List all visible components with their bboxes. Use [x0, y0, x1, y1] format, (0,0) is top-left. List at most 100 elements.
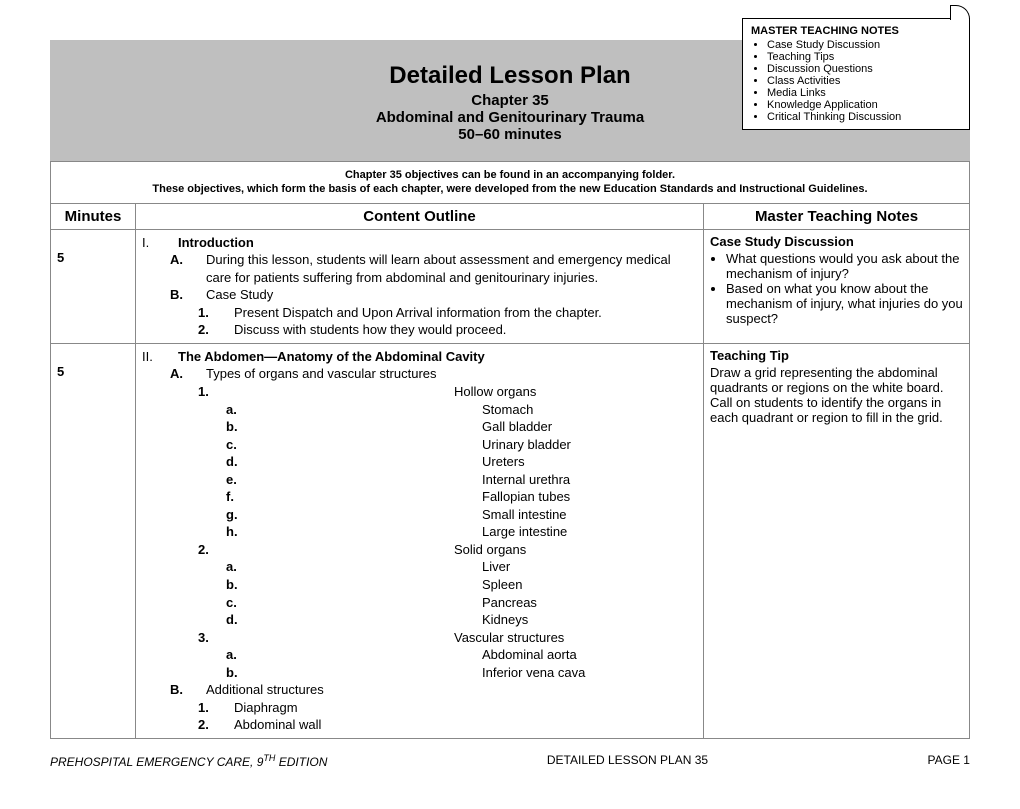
- outline-row: d.Kidneys: [142, 611, 697, 629]
- minutes-value: 5: [57, 364, 64, 379]
- outline-row: e. Internal urethra: [142, 471, 697, 489]
- outline-row: 1. Present Dispatch and Upon Arrival inf…: [142, 304, 697, 322]
- notes-item: What questions would you ask about the m…: [726, 251, 963, 281]
- table-header-row: Minutes Content Outline Master Teaching …: [51, 203, 970, 229]
- outline-text: Large intestine: [482, 523, 697, 541]
- footer-edition-sup: TH: [263, 753, 275, 763]
- outline-text: Liver: [482, 558, 697, 576]
- outline-text: Pancreas: [482, 594, 697, 612]
- outline-section-title: Introduction: [178, 234, 697, 252]
- outline-row: g.Small intestine: [142, 506, 697, 524]
- outline-label: b.: [226, 418, 262, 436]
- notes-title: Teaching Tip: [710, 348, 963, 363]
- notes-text: Draw a grid representing the abdominal q…: [710, 365, 963, 425]
- outline-label: b.: [226, 664, 262, 682]
- outline-text: Case Study: [206, 286, 697, 304]
- outline-row: 2. Discuss with students how they would …: [142, 321, 697, 339]
- outline-text: Additional structures: [206, 681, 697, 699]
- outline-text: Vascular structures: [454, 629, 697, 647]
- outline-text: Fallopian tubes: [482, 488, 697, 506]
- footer-edition-tail: EDITION: [275, 755, 327, 769]
- outline-row: 1. Hollow organs: [142, 383, 697, 401]
- footer-edition-num: 9: [253, 755, 263, 769]
- outline-section-title: The Abdomen—Anatomy of the Abdominal Cav…: [178, 348, 697, 366]
- footer-left: PREHOSPITAL EMERGENCY CARE, 9TH EDITION: [50, 753, 327, 769]
- outline-row: II. The Abdomen—Anatomy of the Abdominal…: [142, 348, 697, 366]
- outline-text: Inferior vena cava: [482, 664, 697, 682]
- master-teaching-notes-callout: MASTER TEACHING NOTES Case Study Discuss…: [742, 18, 970, 130]
- outline-row: 1.Diaphragm: [142, 699, 697, 717]
- table-row: 5 II. The Abdomen—Anatomy of the Abdomin…: [51, 343, 970, 738]
- outline-label: A.: [170, 365, 206, 383]
- notes-cell: Case Study Discussion What questions wou…: [704, 229, 970, 343]
- outline-label: 1.: [198, 304, 234, 322]
- outline-row: a. Stomach: [142, 401, 697, 419]
- minutes-value: 5: [57, 250, 64, 265]
- outline-text: Discuss with students how they would pro…: [234, 321, 697, 339]
- page-footer: PREHOSPITAL EMERGENCY CARE, 9TH EDITION …: [50, 753, 970, 769]
- content-cell: II. The Abdomen—Anatomy of the Abdominal…: [136, 343, 704, 738]
- content-cell: I. Introduction A. During this lesson, s…: [136, 229, 704, 343]
- callout-item: Discussion Questions: [767, 63, 961, 75]
- notes-cell: Teaching Tip Draw a grid representing th…: [704, 343, 970, 738]
- table-row: 5 I. Introduction A. During this lesson,…: [51, 229, 970, 343]
- minutes-cell: 5: [51, 229, 136, 343]
- callout-item: Media Links: [767, 87, 961, 99]
- outline-text: Urinary bladder: [482, 436, 697, 454]
- outline-text: Ureters: [482, 453, 697, 471]
- outline-label: a.: [226, 558, 262, 576]
- outline-label: A.: [170, 251, 206, 286]
- callout-item: Critical Thinking Discussion: [767, 111, 961, 123]
- outline-row: f. Fallopian tubes: [142, 488, 697, 506]
- callout-item: Case Study Discussion: [767, 39, 961, 51]
- outline-row: a. Liver: [142, 558, 697, 576]
- outline-label: B.: [170, 286, 206, 304]
- outline-label: 2.: [198, 321, 234, 339]
- outline-row: A. During this lesson, students will lea…: [142, 251, 697, 286]
- notes-item: Based on what you know about the mechani…: [726, 281, 963, 326]
- outline-row: b. Inferior vena cava: [142, 664, 697, 682]
- outline-label: c.: [226, 436, 262, 454]
- outline-text: Kidneys: [482, 611, 697, 629]
- outline-text: Abdominal aorta: [482, 646, 697, 664]
- objectives-line-1: Chapter 35 objectives can be found in an…: [59, 168, 961, 182]
- outline-row: A. Types of organs and vascular structur…: [142, 365, 697, 383]
- outline-row: B. Additional structures: [142, 681, 697, 699]
- outline-label: g.: [226, 506, 262, 524]
- outline-row: 2.Abdominal wall: [142, 716, 697, 734]
- lesson-plan-page: MASTER TEACHING NOTES Case Study Discuss…: [50, 40, 970, 769]
- outline-row: 2. Solid organs: [142, 541, 697, 559]
- outline-text: Stomach: [482, 401, 697, 419]
- callout-list: Case Study Discussion Teaching Tips Disc…: [751, 39, 961, 123]
- outline-row: b.Gall bladder: [142, 418, 697, 436]
- outline-row: c. Urinary bladder: [142, 436, 697, 454]
- outline-label: c.: [226, 594, 262, 612]
- callout-item: Class Activities: [767, 75, 961, 87]
- minutes-cell: 5: [51, 343, 136, 738]
- outline-row: h. Large intestine: [142, 523, 697, 541]
- outline-row: b.Spleen: [142, 576, 697, 594]
- outline-label: a.: [226, 401, 262, 419]
- outline-row: d. Ureters: [142, 453, 697, 471]
- notes-title: Case Study Discussion: [710, 234, 963, 249]
- outline-label: 1.: [198, 699, 234, 717]
- outline-text: Internal urethra: [482, 471, 697, 489]
- outline-row: c. Pancreas: [142, 594, 697, 612]
- outline-label: f.: [226, 488, 262, 506]
- outline-label: e.: [226, 471, 262, 489]
- outline-label: II.: [142, 348, 178, 366]
- outline-label: I.: [142, 234, 178, 252]
- outline-label: 1.: [198, 383, 234, 401]
- notes-list: What questions would you ask about the m…: [710, 251, 963, 326]
- outline-row: a.Abdominal aorta: [142, 646, 697, 664]
- outline-text: Abdominal wall: [234, 716, 697, 734]
- col-header-content: Content Outline: [136, 203, 704, 229]
- outline-label: 2.: [198, 716, 234, 734]
- outline-label: h.: [226, 523, 262, 541]
- outline-text: Spleen: [482, 576, 697, 594]
- outline-text: Solid organs: [454, 541, 697, 559]
- outline-label: 2.: [198, 541, 234, 559]
- outline-label: d.: [226, 453, 262, 471]
- callout-title: MASTER TEACHING NOTES: [751, 25, 961, 37]
- outline-row: B. Case Study: [142, 286, 697, 304]
